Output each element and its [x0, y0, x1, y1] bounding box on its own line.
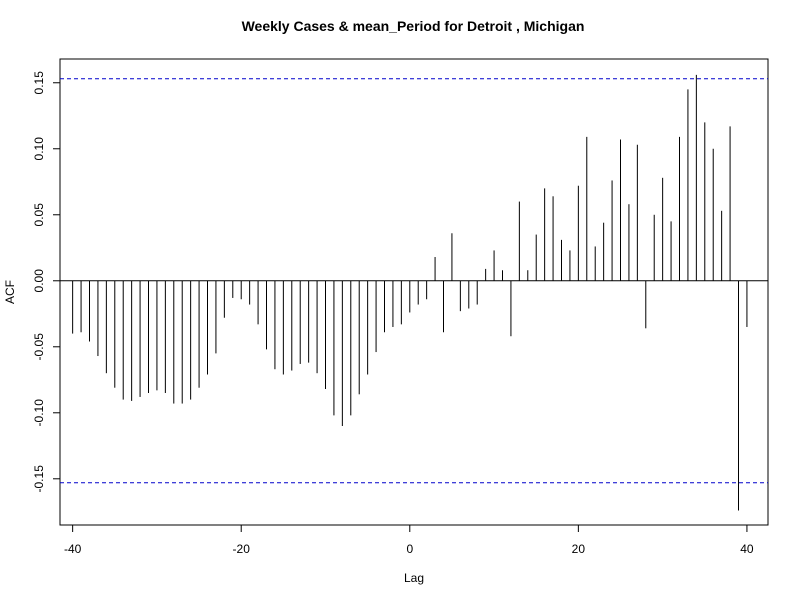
- y-axis: -0.15 -0.10 -0.05 0.00 0.05 0.10 0.15: [32, 71, 61, 493]
- plot-frame: [59, 58, 769, 526]
- y-tick-label: -0.15: [32, 465, 46, 493]
- y-tick-label: 0.10: [32, 137, 46, 161]
- x-tick-label: -40: [64, 542, 82, 556]
- x-tick-label: -20: [233, 542, 251, 556]
- confidence-bounds: [60, 78, 768, 484]
- y-tick-label: 0.00: [32, 269, 46, 293]
- x-tick-label: 40: [740, 542, 754, 556]
- x-axis-label: Lag: [404, 571, 424, 585]
- y-tick-label: -0.10: [32, 399, 46, 427]
- x-tick-label: 20: [572, 542, 586, 556]
- y-tick-label: 0.05: [32, 203, 46, 227]
- y-axis-label: ACF: [3, 280, 17, 304]
- y-tick-label: -0.05: [32, 333, 46, 361]
- x-axis: -40 -20 0 20 40: [64, 524, 754, 556]
- chart-title: Weekly Cases & mean_Period for Detroit ,…: [242, 18, 585, 34]
- x-tick-label: 0: [406, 542, 413, 556]
- acf-bars: [72, 74, 748, 511]
- y-tick-label: 0.15: [32, 71, 46, 95]
